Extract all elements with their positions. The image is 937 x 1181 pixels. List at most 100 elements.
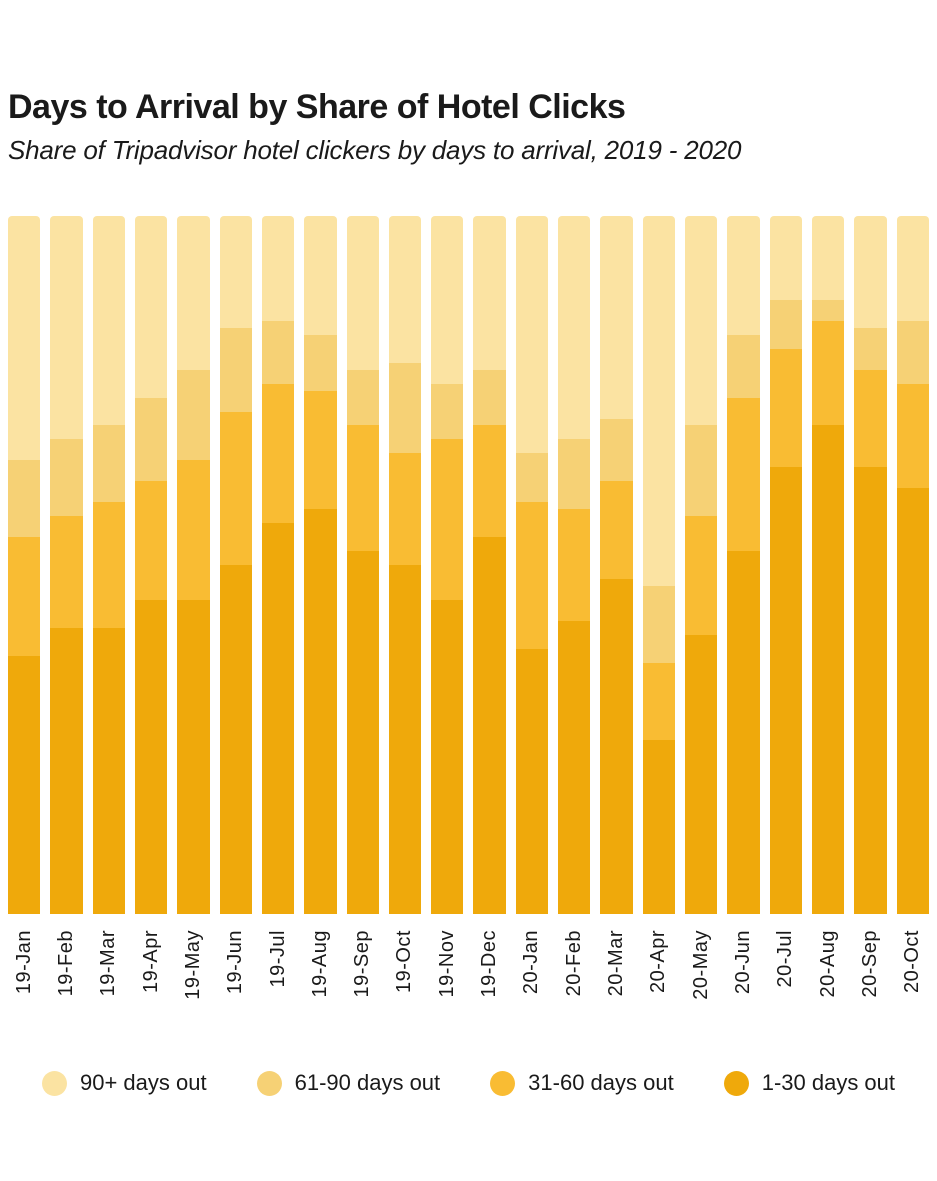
x-axis-label: 19-Aug <box>304 930 336 1034</box>
bar-segment-61-90 <box>685 425 718 517</box>
x-axis-label: 19-Sep <box>347 930 379 1034</box>
x-axis-label: 20-Jul <box>770 930 802 1034</box>
x-axis-label-text: 20-Feb <box>562 930 585 997</box>
bar-segment-31-60 <box>727 397 760 552</box>
bar-segment-61-90 <box>8 460 41 538</box>
bar-segment-61-90 <box>642 586 675 663</box>
bar-column <box>473 216 506 915</box>
legend-item: 1-30 days out <box>723 1070 896 1096</box>
bar-segment-90plus <box>8 216 41 461</box>
x-axis-label-text: 19-Mar <box>97 930 120 997</box>
bar-column <box>134 216 168 915</box>
bar-segment-90plus <box>177 216 210 370</box>
bar-segment-61-90 <box>92 425 125 503</box>
bar-segment-1-30 <box>134 599 168 915</box>
bar-segment-1-30 <box>896 488 929 915</box>
stacked-bar-chart <box>0 216 937 915</box>
legend-item: 90+ days out <box>42 1070 207 1096</box>
bar-column <box>50 216 83 915</box>
x-axis-label-text: 20-Jul <box>774 930 797 988</box>
page-subtitle: Share of Tripadvisor hotel clickers by d… <box>8 135 742 166</box>
x-axis-label: 19-Jan <box>8 930 40 1034</box>
bar-segment-61-90 <box>600 418 633 482</box>
bar-segment-1-30 <box>811 425 845 915</box>
bar-segment-1-30 <box>388 565 422 915</box>
bar-segment-1-30 <box>346 551 379 915</box>
bar-segment-90plus <box>685 216 718 426</box>
x-axis-label-text: 19-Aug <box>308 930 331 998</box>
x-axis-label-text: 20-Apr <box>647 930 670 994</box>
bar-column <box>769 216 802 915</box>
bar-column <box>388 216 422 915</box>
bar-segment-1-30 <box>304 509 337 915</box>
legend-swatch-icon <box>723 1070 749 1096</box>
bar-column <box>431 216 464 915</box>
bar-segment-90plus <box>261 216 295 321</box>
bar-segment-61-90 <box>473 369 506 426</box>
x-axis-label-text: 19-Sep <box>351 930 374 998</box>
bar-segment-31-60 <box>92 502 125 628</box>
x-axis-label: 20-Sep <box>854 930 886 1034</box>
legend-item: 31-60 days out <box>490 1070 674 1096</box>
x-axis-label-text: 19-Oct <box>393 930 416 994</box>
x-axis-label: 20-Jan <box>516 930 548 1034</box>
bar-segment-31-60 <box>261 383 295 524</box>
bar-segment-31-60 <box>219 411 252 566</box>
bar-column <box>515 216 549 915</box>
x-axis-label-text: 19-Nov <box>435 930 458 998</box>
bar-segment-90plus <box>388 216 422 363</box>
bar-segment-1-30 <box>558 620 591 915</box>
x-axis-label-text: 20-Sep <box>858 930 881 998</box>
bar-segment-31-60 <box>473 425 506 538</box>
bar-column <box>8 216 41 915</box>
bar-segment-90plus <box>304 216 337 335</box>
bar-segment-61-90 <box>769 299 802 349</box>
x-axis-label-text: 19-May <box>181 930 204 1000</box>
bar-segment-61-90 <box>50 439 83 517</box>
bar-segment-31-60 <box>558 509 591 621</box>
bar-segment-31-60 <box>600 481 633 580</box>
bar-segment-1-30 <box>642 739 675 915</box>
bar-segment-61-90 <box>388 362 422 454</box>
x-axis-label: 20-Jun <box>727 930 759 1034</box>
legend-label: 90+ days out <box>80 1070 207 1096</box>
bar-segment-61-90 <box>261 320 295 384</box>
bar-segment-61-90 <box>304 334 337 391</box>
bar-segment-31-60 <box>515 502 549 649</box>
x-axis-label-text: 20-Jun <box>731 930 754 995</box>
x-axis-label-text: 19-Jan <box>12 930 35 995</box>
legend-label: 1-30 days out <box>761 1070 896 1096</box>
bar-segment-61-90 <box>727 334 760 398</box>
bar-segment-90plus <box>92 216 125 426</box>
bar-segment-31-60 <box>8 537 41 656</box>
bar-column <box>854 216 887 915</box>
x-axis-label: 20-Feb <box>558 930 590 1034</box>
bar-segment-61-90 <box>515 453 549 503</box>
x-axis-label-text: 20-Mar <box>605 930 628 997</box>
x-axis-label: 19-Feb <box>50 930 82 1034</box>
bar-segment-31-60 <box>50 516 83 628</box>
x-axis-label: 19-Nov <box>431 930 463 1034</box>
x-axis-label: 19-Mar <box>93 930 125 1034</box>
bar-segment-90plus <box>854 216 887 328</box>
x-axis-label: 20-Mar <box>600 930 632 1034</box>
bar-segment-90plus <box>727 216 760 335</box>
bar-segment-1-30 <box>600 579 633 915</box>
x-axis-label-text: 20-Aug <box>816 930 839 998</box>
bar-column <box>600 216 633 915</box>
bar-column <box>896 216 929 915</box>
bar-segment-90plus <box>50 216 83 440</box>
bar-segment-31-60 <box>642 662 675 740</box>
bar-segment-31-60 <box>769 348 802 468</box>
x-axis-label-text: 20-May <box>689 930 712 1000</box>
bar-segment-90plus <box>515 216 549 454</box>
chart-header: Days to Arrival by Share of Hotel Clicks… <box>0 0 937 166</box>
bar-column <box>177 216 210 915</box>
bar-column <box>685 216 718 915</box>
x-axis-label: 19-Oct <box>389 930 421 1034</box>
bar-segment-31-60 <box>346 425 379 552</box>
bar-segment-1-30 <box>515 648 549 915</box>
bar-segment-90plus <box>896 216 929 321</box>
bar-segment-90plus <box>473 216 506 370</box>
bar-segment-61-90 <box>346 369 379 426</box>
